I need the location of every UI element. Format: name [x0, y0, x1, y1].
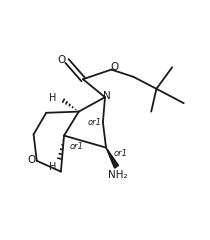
Text: or1: or1	[113, 149, 127, 158]
Text: O: O	[27, 155, 35, 165]
Text: N: N	[103, 90, 110, 101]
Polygon shape	[106, 148, 118, 168]
Text: O: O	[58, 55, 66, 66]
Text: H: H	[49, 162, 57, 172]
Text: or1: or1	[87, 118, 101, 127]
Text: O: O	[110, 62, 119, 72]
Text: or1: or1	[69, 142, 83, 151]
Text: NH₂: NH₂	[108, 170, 127, 180]
Text: H: H	[49, 93, 57, 103]
